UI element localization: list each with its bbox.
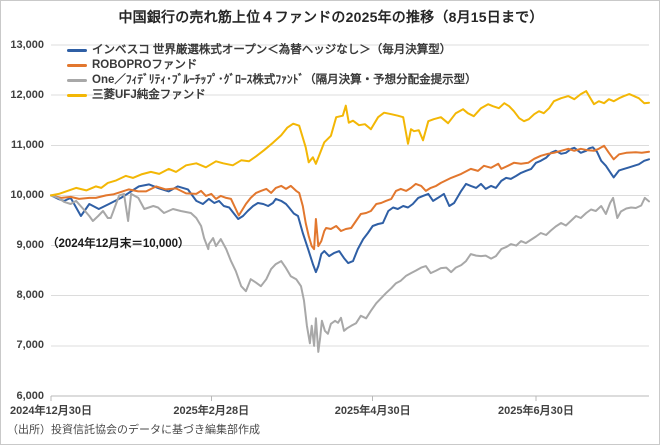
legend-swatch — [67, 79, 87, 82]
x-tick-label: 2024年12月30日 — [10, 405, 92, 417]
series-line-2 — [50, 144, 650, 251]
source-note: （出所）投資信託協会のデータに基づき編集部作成 — [7, 424, 260, 436]
legend-swatch — [67, 49, 87, 52]
legend-item: インベスコ 世界厳選株式オープン＜為替ヘッジなし＞（毎月決算型） — [67, 43, 477, 58]
legend-label: ROBOPROファンド — [92, 59, 198, 71]
x-tick-label: 2025年6月30日 — [498, 405, 574, 417]
legend-item: 三菱UFJ純金ファンド — [67, 88, 477, 103]
legend-label: 三菱UFJ純金ファンド — [92, 89, 206, 101]
y-tick-label: 13,000 — [10, 38, 44, 51]
legend-swatch — [67, 94, 87, 97]
legend-label: One／ﾌｨﾃﾞﾘﾃｨ･ﾌﾞﾙｰﾁｯﾌﾟ･ｸﾞﾛｰｽ株式ﾌｧﾝﾄﾞ（隔月決算・予… — [92, 74, 477, 86]
legend-item: ROBOPROファンド — [67, 58, 477, 73]
legend-item: One／ﾌｨﾃﾞﾘﾃｨ･ﾌﾞﾙｰﾁｯﾌﾟ･ｸﾞﾛｰｽ株式ﾌｧﾝﾄﾞ（隔月決算・予… — [67, 73, 477, 88]
y-tick-label: 10,000 — [10, 188, 44, 201]
chart-title: 中国銀行の売れ筋上位４ファンドの2025年の推移（8月15日まで） — [118, 9, 544, 25]
y-tick-label: 8,000 — [16, 289, 44, 302]
series-line-3 — [50, 192, 650, 353]
y-tick-label: 12,000 — [10, 88, 44, 101]
y-tick-label: 9,000 — [16, 239, 44, 252]
x-tick-label: 2025年2月28日 — [173, 405, 250, 417]
series-line-4 — [50, 90, 650, 197]
x-tick-label: 2025年4月30日 — [334, 405, 411, 417]
baseline-annotation: （2024年12月末＝10,000） — [47, 238, 190, 250]
y-tick-label: 11,000 — [10, 138, 44, 151]
series-line-1 — [50, 146, 650, 274]
legend-label: インベスコ 世界厳選株式オープン＜為替ヘッジなし＞（毎月決算型） — [92, 44, 452, 56]
legend-swatch — [67, 64, 87, 67]
chart-legend: インベスコ 世界厳選株式オープン＜為替ヘッジなし＞（毎月決算型） ROBOPROフ… — [67, 43, 477, 103]
y-tick-label: 6,000 — [16, 389, 44, 402]
y-tick-label: 7,000 — [16, 339, 44, 352]
